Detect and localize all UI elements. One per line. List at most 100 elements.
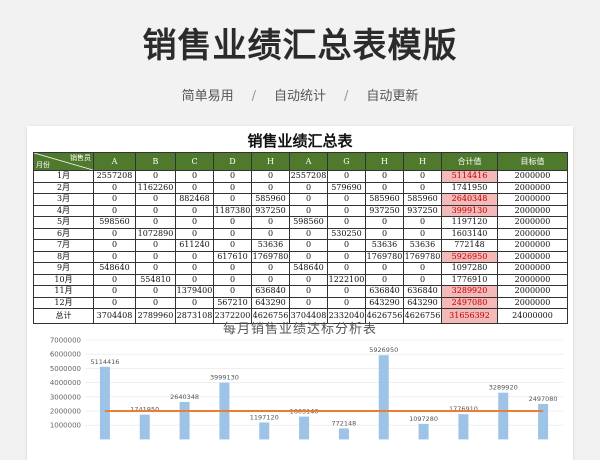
tag-separator: / — [251, 89, 256, 104]
value-cell: 1072890 — [135, 227, 176, 240]
value-cell: 0 — [213, 181, 252, 194]
table-row: 5月 598560 0 0 0 0 598560 0 0 0 1197120 2000000 — [33, 216, 568, 229]
target-cell: 2000000 — [497, 216, 568, 229]
column-header: H — [403, 152, 442, 171]
value-cell: 0 — [365, 216, 404, 229]
value-cell: 0 — [93, 193, 136, 206]
value-cell: 643290 — [365, 296, 404, 309]
target-cell: 2000000 — [497, 170, 568, 183]
chart-bar — [458, 414, 469, 440]
sales-table: 销售员 月份 A B C D H A G H H 合计值 目标值 1月 25572… — [33, 152, 568, 324]
value-cell: 1769780 — [365, 250, 404, 263]
value-cell: 585960 — [251, 193, 290, 206]
value-cell: 579690 — [327, 181, 366, 194]
value-cell: 0 — [135, 262, 176, 275]
feature-tags: 简单易用 / 自动统计 / 自动更新 — [0, 85, 600, 104]
value-cell: 0 — [327, 250, 366, 263]
value-cell: 0 — [365, 273, 404, 286]
value-cell: 636840 — [365, 285, 404, 298]
column-header: D — [213, 152, 252, 171]
value-cell: 530250 — [327, 227, 366, 240]
value-cell: 0 — [251, 170, 290, 183]
table-row: 4月 0 0 0 1187380 937250 0 0 937250 937250 3999130 2… — [33, 204, 568, 217]
value-cell: 636840 — [251, 285, 290, 298]
value-cell: 0 — [403, 181, 442, 194]
column-header-total: 合计值 — [441, 152, 498, 171]
data-label: 2497080 — [529, 395, 558, 403]
value-cell: 0 — [175, 216, 214, 229]
data-label: 1741950 — [130, 406, 159, 414]
value-cell: 598560 — [93, 216, 136, 229]
value-cell: 0 — [289, 285, 328, 298]
value-cell: 636840 — [403, 285, 442, 298]
month-cell: 3月 — [33, 193, 94, 206]
value-cell: 0 — [175, 170, 214, 183]
y-tick-label: 7000000 — [50, 337, 81, 345]
data-label: 1097280 — [409, 415, 438, 423]
value-cell: 585960 — [403, 193, 442, 206]
value-cell: 0 — [289, 296, 328, 309]
total-cell: 5926950 — [441, 250, 498, 263]
value-cell: 0 — [251, 262, 290, 275]
target-cell: 2000000 — [497, 204, 568, 217]
table-row: 9月 548640 0 0 0 0 548640 0 0 0 1097280 2000000 — [33, 262, 568, 275]
total-cell: 3289920 — [441, 285, 498, 298]
y-tick-label: 2000000 — [50, 408, 81, 416]
value-cell: 0 — [289, 250, 328, 263]
value-cell: 0 — [327, 216, 366, 229]
month-cell: 8月 — [33, 250, 94, 263]
sales-chart: 每月销售业绩达标分析表 7000000 6000000 5000000 4000000… — [33, 316, 567, 460]
value-cell: 0 — [213, 239, 252, 252]
month-cell: 1月 — [33, 170, 94, 183]
value-cell: 0 — [213, 227, 252, 240]
data-label: 3999130 — [210, 374, 239, 382]
data-label: 1776910 — [449, 405, 478, 413]
corner-salesperson-label: 销售员 — [70, 154, 91, 162]
data-label: 5114416 — [90, 358, 119, 366]
data-label: 5926950 — [369, 346, 398, 354]
month-cell: 7月 — [33, 239, 94, 252]
value-cell: 611240 — [175, 239, 214, 252]
total-label: 总计 — [33, 308, 94, 324]
target-cell: 2000000 — [497, 285, 568, 298]
y-tick-label: 5000000 — [50, 365, 81, 373]
value-cell: 0 — [403, 216, 442, 229]
value-cell: 0 — [289, 227, 328, 240]
value-cell: 0 — [327, 193, 366, 206]
column-header: H — [365, 152, 404, 171]
feature-tag: 自动更新 — [366, 89, 419, 104]
table-row: 6月 0 1072890 0 0 0 0 530250 0 0 1603140 2000000 — [33, 227, 568, 240]
value-cell: 0 — [289, 181, 328, 194]
target-cell: 2000000 — [497, 193, 568, 206]
total-row: 总计 3704408 2789960 2873108 2372200 4626756 370… — [33, 308, 568, 324]
total-cell: 2497080 — [441, 296, 498, 309]
y-tick-label: 4000000 — [50, 379, 81, 387]
chart-bar — [418, 423, 429, 440]
total-cell: 772148 — [441, 239, 498, 252]
value-cell: 1769780 — [403, 250, 442, 263]
month-cell: 4月 — [33, 204, 94, 217]
value-cell: 0 — [175, 296, 214, 309]
feature-tag: 自动统计 — [273, 89, 326, 104]
target-cell: 2000000 — [497, 227, 568, 240]
value-cell: 0 — [175, 227, 214, 240]
table-row: 1月 2557208 0 0 0 0 2557208 0 0 0 5114416 2000000 — [33, 170, 568, 183]
value-cell: 0 — [93, 273, 136, 286]
value-cell: 0 — [213, 262, 252, 275]
total-cell: 1776910 — [441, 273, 498, 286]
y-tick-label: 1000000 — [50, 422, 81, 430]
value-cell: 53636 — [403, 239, 442, 252]
data-label: 1197120 — [250, 413, 279, 421]
value-cell: 1187380 — [213, 204, 252, 217]
total-cell: 1097280 — [441, 262, 498, 275]
spreadsheet-preview: 销售业绩汇总表 销售员 月份 A B C D H A G H H 合计值 — [27, 126, 573, 460]
corner-month-label: 月份 — [36, 161, 50, 169]
total-cell: 2640348 — [441, 193, 498, 206]
value-cell: 0 — [175, 250, 214, 263]
month-cell: 11月 — [33, 285, 94, 298]
chart-bar — [338, 428, 349, 440]
value-cell: 0 — [213, 193, 252, 206]
value-cell: 2557208 — [289, 170, 328, 183]
value-cell: 937250 — [403, 204, 442, 217]
data-label: 2640348 — [170, 393, 199, 401]
